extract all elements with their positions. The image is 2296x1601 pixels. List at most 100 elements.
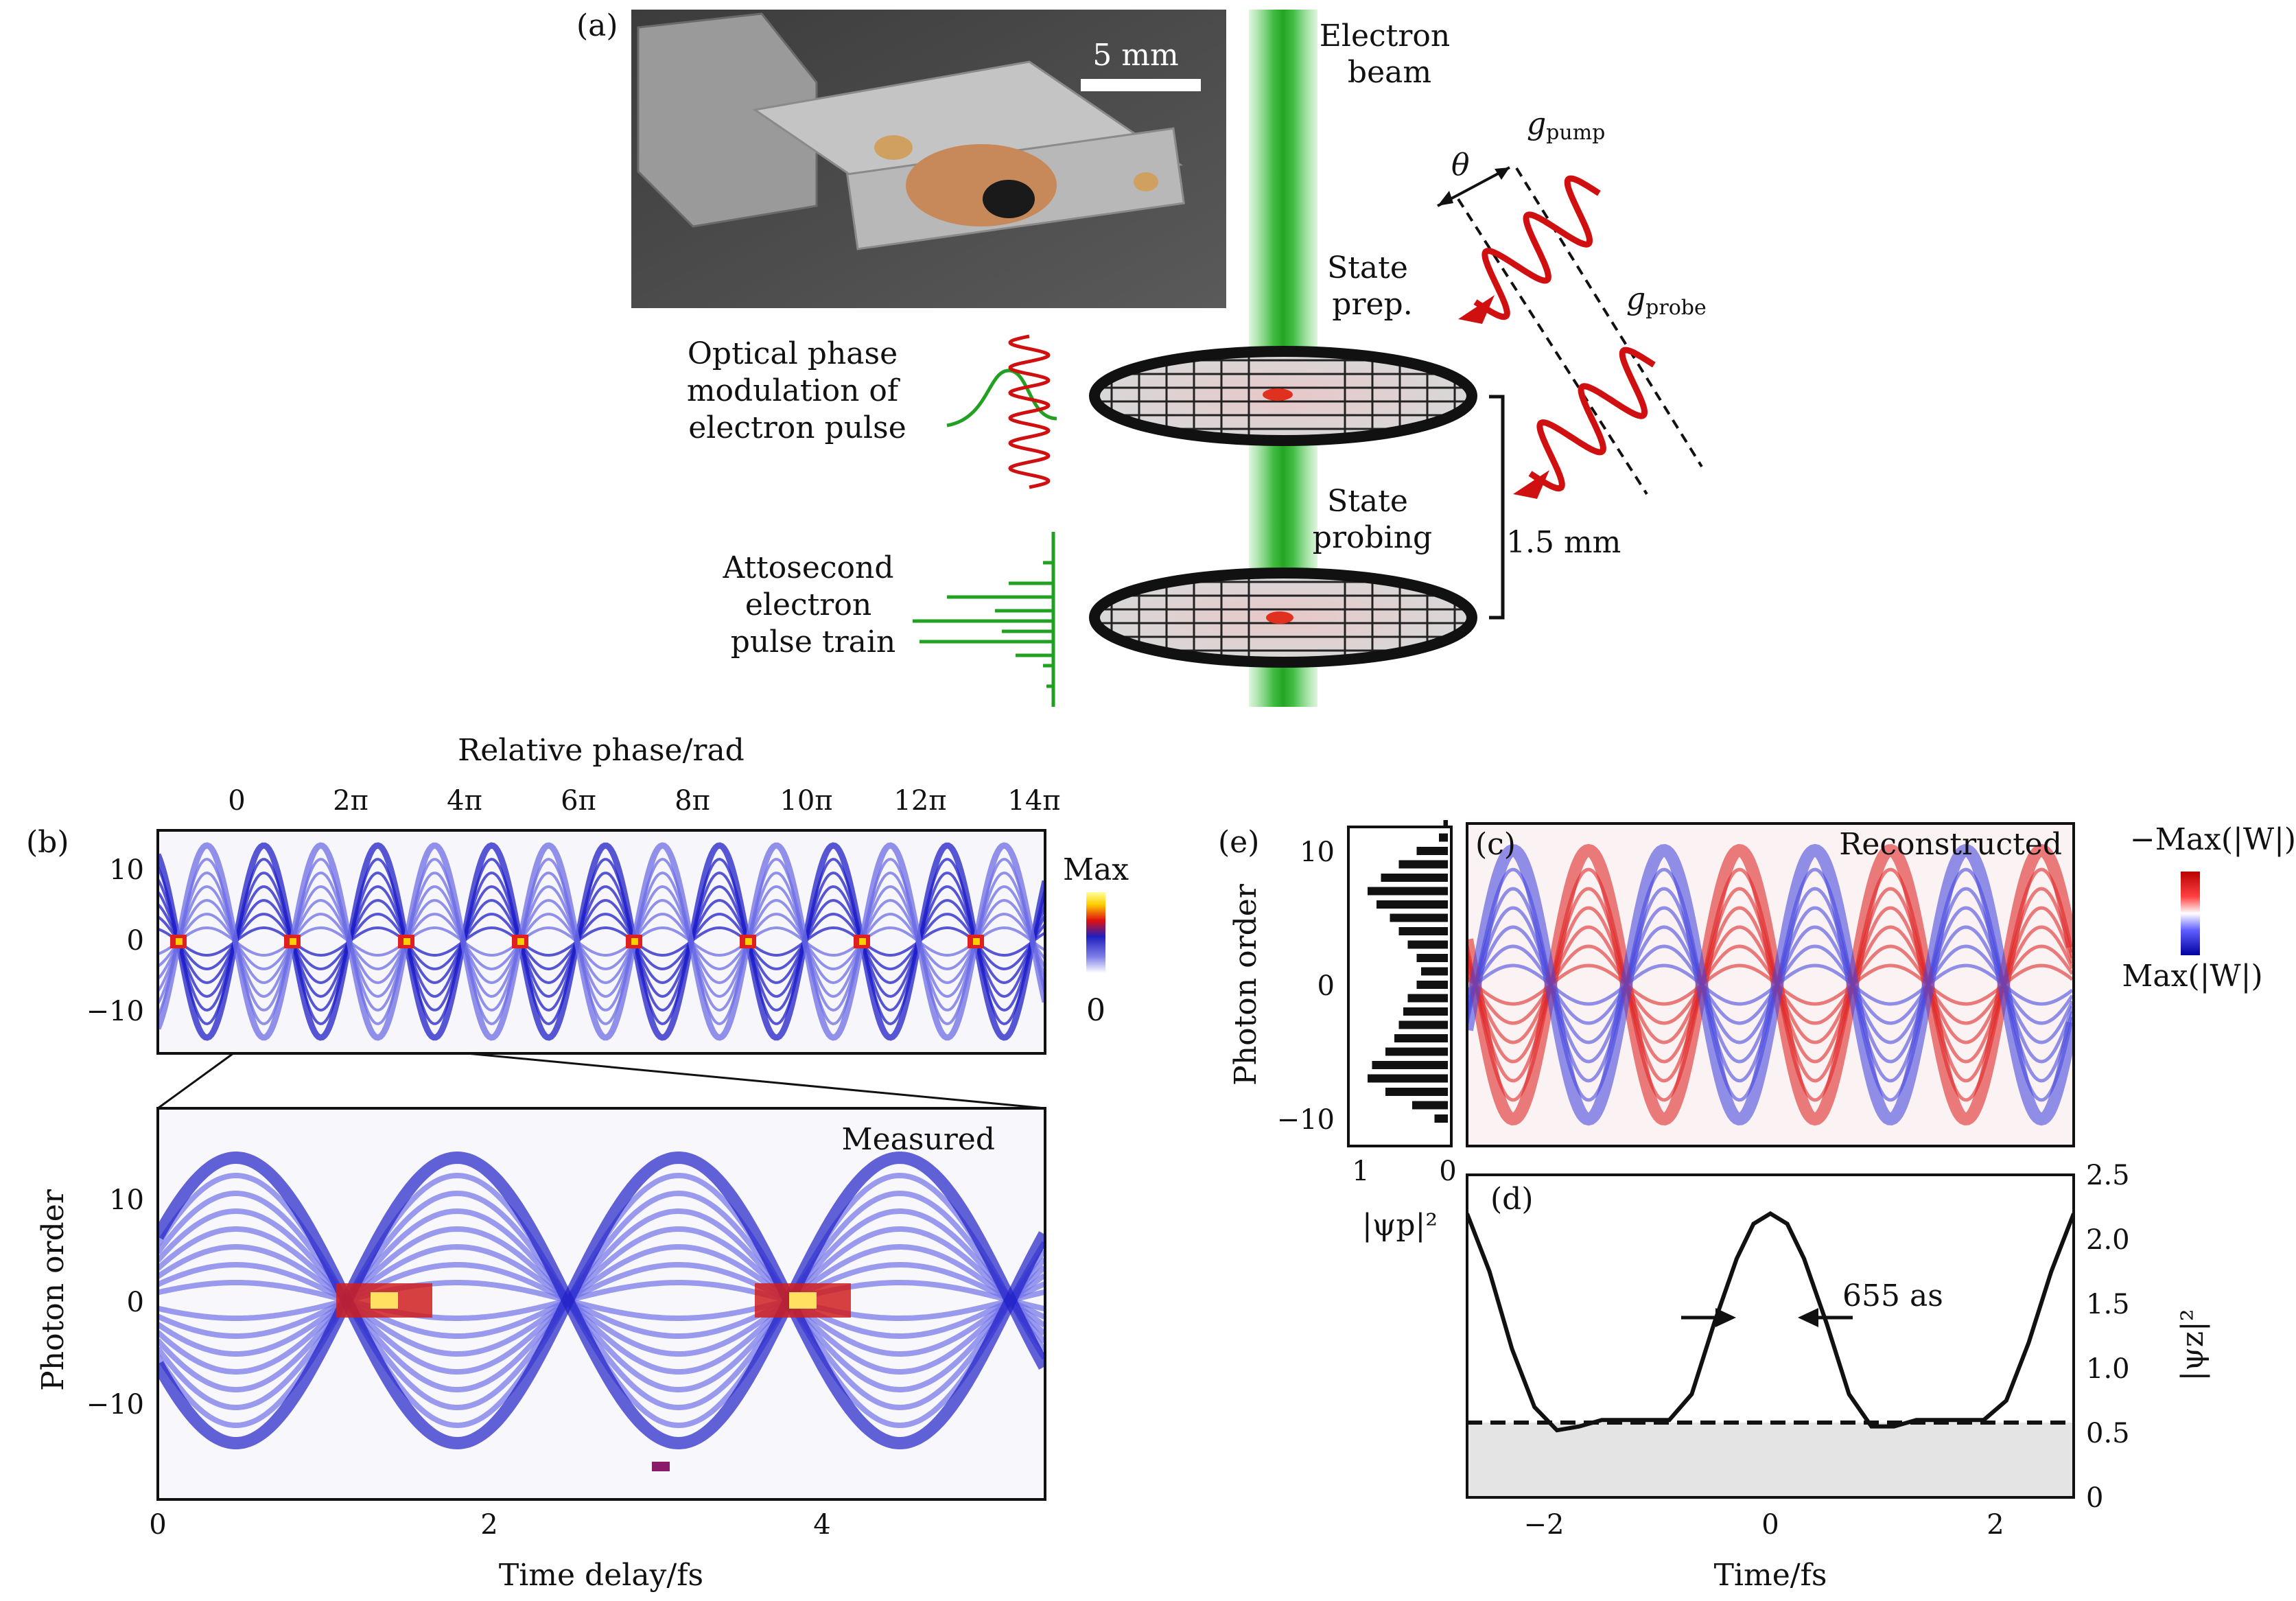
phase-tick: 12π: [893, 785, 946, 817]
panel-d-xtick-0: 0: [1761, 1509, 1779, 1541]
panel-c-tag: (c): [1475, 827, 1516, 862]
phase-tick: 10π: [780, 785, 832, 817]
pulse-train-sketch: [913, 532, 1055, 707]
panel-d-ytick: 1.0: [2086, 1353, 2130, 1385]
photon-bar: [1385, 1088, 1448, 1096]
zoom-connector: [157, 1052, 1046, 1110]
phase-tick: 14π: [1007, 785, 1060, 817]
phase-tick: 8π: [675, 785, 710, 817]
zoom-xtick-0: 0: [149, 1509, 166, 1541]
zoom-ytick-0: 0: [127, 1287, 144, 1318]
photon-bar: [1398, 927, 1448, 935]
phase-tick-labels: 0 2π 4π 6π 8π 10π 12π 14π: [228, 785, 1060, 817]
phase-tick: 6π: [561, 785, 596, 817]
panel-d-ytick: 2.0: [2086, 1224, 2130, 1256]
panel-e-xtick-0: 0: [1439, 1156, 1456, 1187]
colorbar-b-max: Max: [1063, 852, 1129, 887]
attosecond-train-label: Attosecond electron pulse train: [722, 550, 903, 659]
photon-bar: [1390, 913, 1448, 922]
fwhm-annotation: 655 as: [1842, 1278, 1943, 1313]
panel-d-ylabel: |ψz|²: [2175, 1309, 2210, 1381]
photon-bar: [1385, 1047, 1448, 1056]
state-probing-label: State probing: [1313, 484, 1432, 555]
reconstructed-title: Reconstructed: [1839, 827, 2062, 862]
panel-e-ytick-10: 10: [1300, 837, 1335, 868]
sample-holder-photo: [631, 10, 1226, 308]
photon-bar: [1403, 1007, 1448, 1016]
phase-tick: 2π: [333, 785, 368, 817]
photon-bar: [1439, 833, 1448, 842]
panel-d-ytick: 2.5: [2086, 1160, 2130, 1191]
panel-e-ylabel: Photon order: [1228, 883, 1263, 1086]
time-delay-xlabel: Time delay/fs: [499, 1558, 703, 1593]
zoom-xtick-2: 2: [480, 1509, 497, 1541]
panel-e-xtick-1: 1: [1352, 1156, 1369, 1187]
photon-distribution-plot: [1347, 820, 1453, 1147]
photon-bar: [1416, 847, 1448, 855]
photon-bar: [1416, 954, 1448, 962]
reconstructed-wigner-plot: [1466, 822, 2075, 1147]
overview-ytick-neg10: −10: [86, 996, 144, 1027]
phase-tick: 0: [228, 785, 245, 817]
distance-label: 1.5 mm: [1506, 525, 1621, 560]
photon-bar: [1381, 874, 1448, 882]
panel-e-ytick-neg10: −10: [1277, 1104, 1335, 1136]
measured-overview-plot: [156, 829, 1046, 1055]
time-xlabel: Time/fs: [1714, 1558, 1827, 1593]
scale-bar: [1081, 79, 1201, 91]
relative-phase-title: Relative phase/rad: [458, 733, 745, 768]
photon-bar: [1407, 994, 1448, 1003]
photon-bar: [1372, 1061, 1448, 1069]
photon-bar: [1398, 1020, 1448, 1029]
phase-tick: 4π: [447, 785, 482, 817]
colorbar-c-top: −Max(|W|): [2130, 822, 2296, 857]
panel-a-tag: (a): [576, 8, 618, 43]
electron-beam-label: Electron beam: [1320, 19, 1460, 90]
zoom-ytick-10: 10: [109, 1184, 144, 1216]
photon-bar: [1368, 887, 1448, 896]
photon-bar: [1421, 967, 1448, 976]
scale-bar-label: 5 mm: [1092, 38, 1178, 73]
electron-density-plot: [1466, 1173, 2075, 1499]
overview-ytick-10: 10: [109, 854, 144, 886]
colorbar-c-bottom: Max(|W|): [2122, 959, 2262, 994]
measured-zoom-plot: [156, 1107, 1046, 1501]
panel-d-tag: (d): [1490, 1182, 1534, 1217]
panel-e-xlabel: |ψp|²: [1362, 1208, 1438, 1243]
panel-d-ytick: 0: [2086, 1482, 2103, 1514]
g-probe-label: gprobe: [1626, 281, 1707, 320]
theta-label: θ: [1451, 148, 1470, 183]
panel-d-ytick: 1.5: [2086, 1289, 2130, 1320]
state-prep-label: State prep.: [1327, 250, 1418, 322]
g-pump-label: gpump: [1527, 106, 1605, 145]
photon-bar: [1412, 1101, 1448, 1110]
optical-modulation-label: Optical phase modulation of electron pul…: [687, 336, 908, 445]
panel-d-xtick-2: 2: [1987, 1509, 2004, 1541]
phase-modulation-sketch: [946, 334, 1057, 489]
grid-probe: [1089, 568, 1477, 668]
photon-bar: [1398, 860, 1448, 869]
zoom-xtick-4: 4: [813, 1509, 830, 1541]
photon-bar: [1416, 981, 1448, 989]
zoom-ytick-neg10: −10: [86, 1389, 144, 1421]
photon-bar: [1377, 900, 1448, 909]
colorbar-c: [2181, 872, 2200, 955]
photon-bar: [1434, 1114, 1448, 1123]
colorbar-b-min: 0: [1086, 993, 1105, 1028]
panel-d-xtick-neg2: −2: [1524, 1509, 1565, 1541]
measured-title: Measured: [842, 1122, 995, 1157]
panel-e-ytick-0: 0: [1317, 970, 1335, 1002]
panel-e-tag: (e): [1218, 825, 1259, 860]
zoom-ylabel: Photon order: [36, 1189, 71, 1391]
photon-bar: [1443, 820, 1448, 828]
panel-d-ytick: 0.5: [2086, 1418, 2130, 1449]
overview-ytick-0: 0: [127, 925, 144, 957]
colorbar-b: [1086, 892, 1105, 973]
panel-b-tag: (b): [26, 825, 69, 860]
photon-bar: [1368, 1074, 1448, 1083]
photon-bar: [1407, 940, 1448, 949]
pump-probe-geometry: [1437, 166, 1703, 620]
photon-bar: [1394, 1034, 1448, 1042]
grid-prep: [1089, 346, 1477, 446]
